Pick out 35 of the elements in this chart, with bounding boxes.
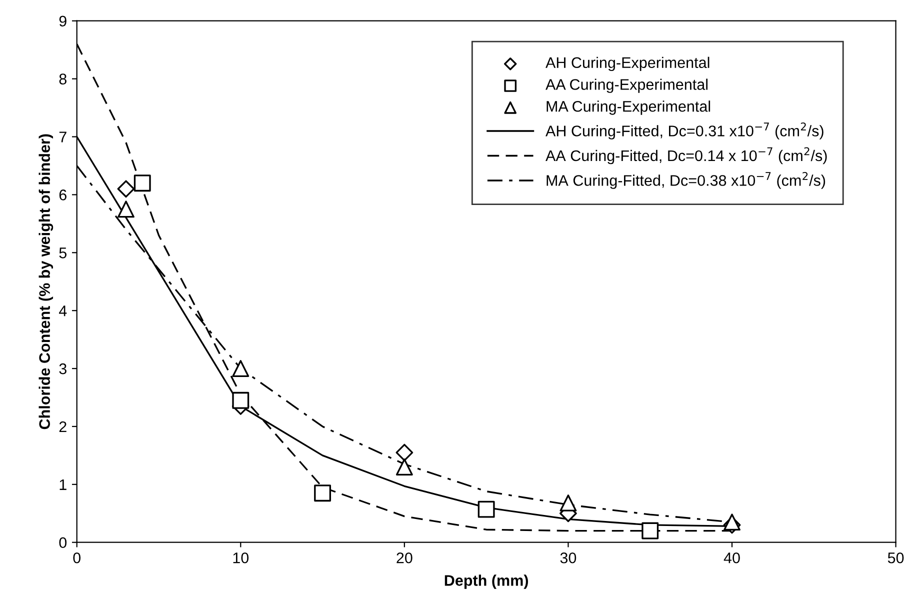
y-tick-label: 1 <box>60 479 66 490</box>
x-tick-label: 50 <box>888 552 904 564</box>
x-axis-title: Depth (mm) <box>444 574 528 589</box>
point <box>560 494 577 512</box>
point <box>232 360 250 377</box>
point <box>118 200 134 218</box>
point <box>117 180 135 198</box>
point <box>642 522 659 540</box>
legend-label: AA Curing-Experimental <box>546 78 708 93</box>
point <box>478 500 495 518</box>
legend-label: MA Curing-Experimental <box>546 100 710 115</box>
point <box>396 444 414 462</box>
point <box>724 514 740 531</box>
y-tick-label: 4 <box>58 306 67 316</box>
y-tick-label: 7 <box>59 132 66 142</box>
point <box>314 484 332 502</box>
y-tick-label: 8 <box>59 74 66 84</box>
y-tick-label: 2 <box>59 421 66 432</box>
y-tick-label: 0 <box>59 537 67 548</box>
y-tick-label: 3 <box>59 363 66 374</box>
legend-label: AH Curing-Fitted, Dc=0.31 x10$^{−7}$ (cm$^{2}$/s) <box>546 122 824 140</box>
legend-label: AH Curing-Experimental <box>546 56 710 72</box>
x-tick-label: 0 <box>73 552 81 564</box>
y-tick-label: 5 <box>59 248 66 258</box>
y-axis-title: Chloride Content (% by weight of binder) <box>38 134 54 430</box>
y-tick-label: 9 <box>59 16 66 27</box>
point <box>134 174 151 192</box>
y-tick-label: 6 <box>59 190 66 200</box>
x-tick-label: 20 <box>396 552 412 564</box>
legend-label: MA Curing-Fitted, Dc=0.38 x10$^{−7}$ (cm$^{2}$/s) <box>546 172 826 189</box>
point <box>232 392 250 409</box>
legend-label: AA Curing-Fitted, Dc=0.14 x 10$^{−7}$ (cm$^{2}$/s) <box>546 147 827 164</box>
x-tick-label: 40 <box>724 552 740 564</box>
x-tick-label: 10 <box>233 552 249 564</box>
x-tick-label: 30 <box>560 552 576 564</box>
